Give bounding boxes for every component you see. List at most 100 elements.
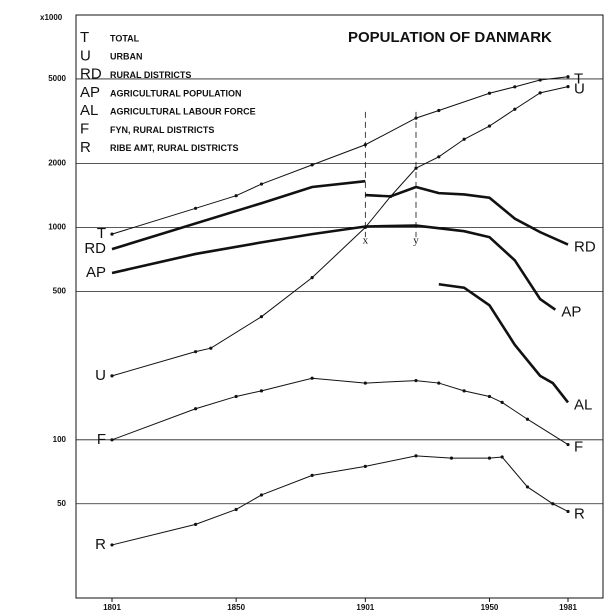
legend-code: F xyxy=(80,120,89,137)
series-code-end: AP xyxy=(561,304,581,321)
point xyxy=(462,389,466,393)
legend-label: AGRICULTURAL POPULATION xyxy=(110,88,242,98)
point xyxy=(566,75,570,79)
legend-label: FYN, RURAL DISTRICTS xyxy=(110,125,214,135)
series-code-end: R xyxy=(574,505,585,522)
point xyxy=(437,381,441,385)
x-tick-label: 1801 xyxy=(103,603,121,612)
point xyxy=(194,407,198,411)
series-code-end: T xyxy=(574,71,583,88)
legend-code: AL xyxy=(80,102,98,119)
y-tick-label: 1000 xyxy=(48,223,66,232)
x-tick-label: 1901 xyxy=(356,603,374,612)
point xyxy=(538,78,542,82)
series-line xyxy=(111,455,569,546)
point xyxy=(414,379,418,383)
y-unit-label: x1000 xyxy=(40,13,63,22)
point xyxy=(525,485,530,489)
point xyxy=(234,507,238,512)
point xyxy=(194,522,198,526)
point xyxy=(566,442,570,447)
series-code-start: R xyxy=(95,536,106,553)
series-code-end: AL xyxy=(574,396,592,413)
chart-title: POPULATION OF DANMARK xyxy=(348,29,552,46)
annotation-label: x xyxy=(363,235,369,247)
point xyxy=(363,381,367,385)
point xyxy=(234,394,238,399)
series-code-start: AP xyxy=(86,264,106,281)
series-code-start: T xyxy=(97,225,106,242)
y-tick-label: 500 xyxy=(53,286,67,295)
series-code-start: U xyxy=(95,367,106,384)
series-code-end: U xyxy=(574,81,585,98)
point xyxy=(234,194,238,198)
point xyxy=(194,206,198,210)
point xyxy=(500,455,504,459)
point xyxy=(437,108,441,113)
point xyxy=(487,456,492,460)
legend-label: URBAN xyxy=(110,52,143,62)
series-line xyxy=(365,185,569,246)
legend-label: RURAL DISTRICTS xyxy=(110,70,191,80)
point xyxy=(487,91,492,95)
point xyxy=(363,464,367,468)
point xyxy=(310,473,314,477)
x-tick-label: 1850 xyxy=(227,603,245,612)
legend-code: T xyxy=(80,29,89,46)
point xyxy=(414,166,418,170)
point xyxy=(538,91,542,95)
y-tick-label: 5000 xyxy=(48,74,66,83)
point xyxy=(110,374,114,378)
point xyxy=(551,502,555,506)
x-tick-label: 1950 xyxy=(481,603,499,612)
series-code-start: RD xyxy=(84,240,106,257)
point xyxy=(414,116,418,120)
point xyxy=(487,124,492,128)
y-tick-label: 100 xyxy=(53,435,67,444)
series-line xyxy=(111,179,366,251)
series-line xyxy=(111,377,569,445)
legend-code: U xyxy=(80,47,91,64)
point xyxy=(310,163,314,167)
x-tick-label: 1981 xyxy=(559,603,577,612)
legend-label: RIBE AMT, RURAL DISTRICTS xyxy=(110,143,239,153)
point xyxy=(487,394,492,399)
point xyxy=(363,143,367,147)
point xyxy=(513,107,517,111)
series-line xyxy=(111,224,557,311)
series-line xyxy=(438,282,570,404)
y-tick-label: 50 xyxy=(57,499,66,508)
point xyxy=(449,456,454,460)
point xyxy=(110,232,114,236)
point xyxy=(259,493,264,497)
plot-frame xyxy=(75,14,604,599)
point xyxy=(194,350,198,354)
series-line xyxy=(111,76,569,235)
legend-label: TOTAL xyxy=(110,33,140,43)
legend-code: RD xyxy=(80,66,102,83)
legend-code: AP xyxy=(80,84,100,101)
series-code-start: F xyxy=(97,431,106,448)
point xyxy=(566,509,570,514)
annotation-label: y xyxy=(413,235,419,247)
point xyxy=(414,454,418,458)
y-tick-label: 2000 xyxy=(48,159,66,168)
point xyxy=(209,346,213,350)
point xyxy=(110,543,114,547)
point xyxy=(310,276,314,280)
point xyxy=(462,137,466,141)
series-code-end: RD xyxy=(574,239,596,256)
point xyxy=(259,315,264,319)
point xyxy=(110,438,114,442)
series-line xyxy=(111,86,569,377)
point xyxy=(513,85,517,89)
point xyxy=(259,389,264,393)
point xyxy=(310,376,314,380)
point xyxy=(500,400,504,405)
point xyxy=(566,85,570,89)
point xyxy=(525,417,530,421)
series-code-end: F xyxy=(574,439,583,456)
legend-label: AGRICULTURAL LABOUR FORCE xyxy=(110,107,256,117)
point xyxy=(259,182,264,186)
